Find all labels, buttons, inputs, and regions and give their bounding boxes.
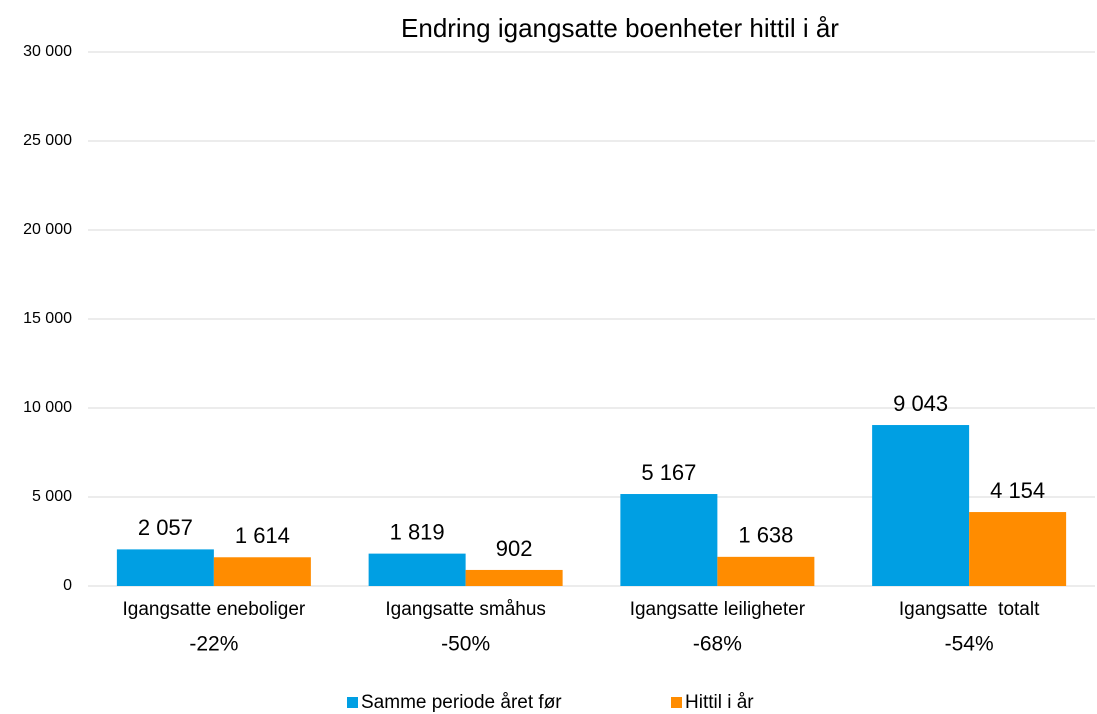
bar xyxy=(465,569,563,586)
x-tick-label: Igangsatte småhus xyxy=(385,599,546,620)
data-label: 1 638 xyxy=(738,523,793,548)
category-note: -22% xyxy=(189,633,238,656)
data-label: 2 057 xyxy=(138,515,193,540)
bar xyxy=(116,549,214,586)
data-label: 5 167 xyxy=(641,460,696,485)
x-tick-label: Igangsatte leiligheter xyxy=(630,599,806,620)
legend-label: Samme periode året før xyxy=(361,692,562,713)
category-note: -68% xyxy=(693,633,742,656)
data-label: 1 819 xyxy=(390,519,445,544)
y-tick-label: 20 000 xyxy=(23,221,72,238)
x-tick-label: Igangsatte totalt xyxy=(899,599,1040,620)
data-label: 9 043 xyxy=(893,391,948,416)
data-label: 902 xyxy=(496,536,533,561)
bar xyxy=(717,556,815,586)
data-label: 1 614 xyxy=(235,523,290,548)
y-tick-label: 5 000 xyxy=(32,488,72,505)
y-tick-label: 0 xyxy=(63,577,72,594)
bar xyxy=(872,425,970,586)
category-note: -50% xyxy=(441,633,490,656)
y-tick-label: 10 000 xyxy=(23,399,72,416)
bar xyxy=(969,512,1067,586)
legend-label: Hittil i år xyxy=(685,692,754,713)
y-tick-label: 15 000 xyxy=(23,310,72,327)
y-tick-label: 30 000 xyxy=(23,43,72,60)
bar xyxy=(368,553,466,586)
category-note: -54% xyxy=(945,633,994,656)
y-tick-label: 25 000 xyxy=(23,132,72,149)
bar xyxy=(213,557,311,586)
legend-swatch xyxy=(347,697,358,708)
bar xyxy=(620,494,718,586)
x-tick-label: Igangsatte eneboliger xyxy=(122,599,305,620)
chart-title: Endring igangsatte boenheter hittil i år xyxy=(401,13,839,43)
data-label: 4 154 xyxy=(990,478,1045,503)
legend-swatch xyxy=(671,697,682,708)
